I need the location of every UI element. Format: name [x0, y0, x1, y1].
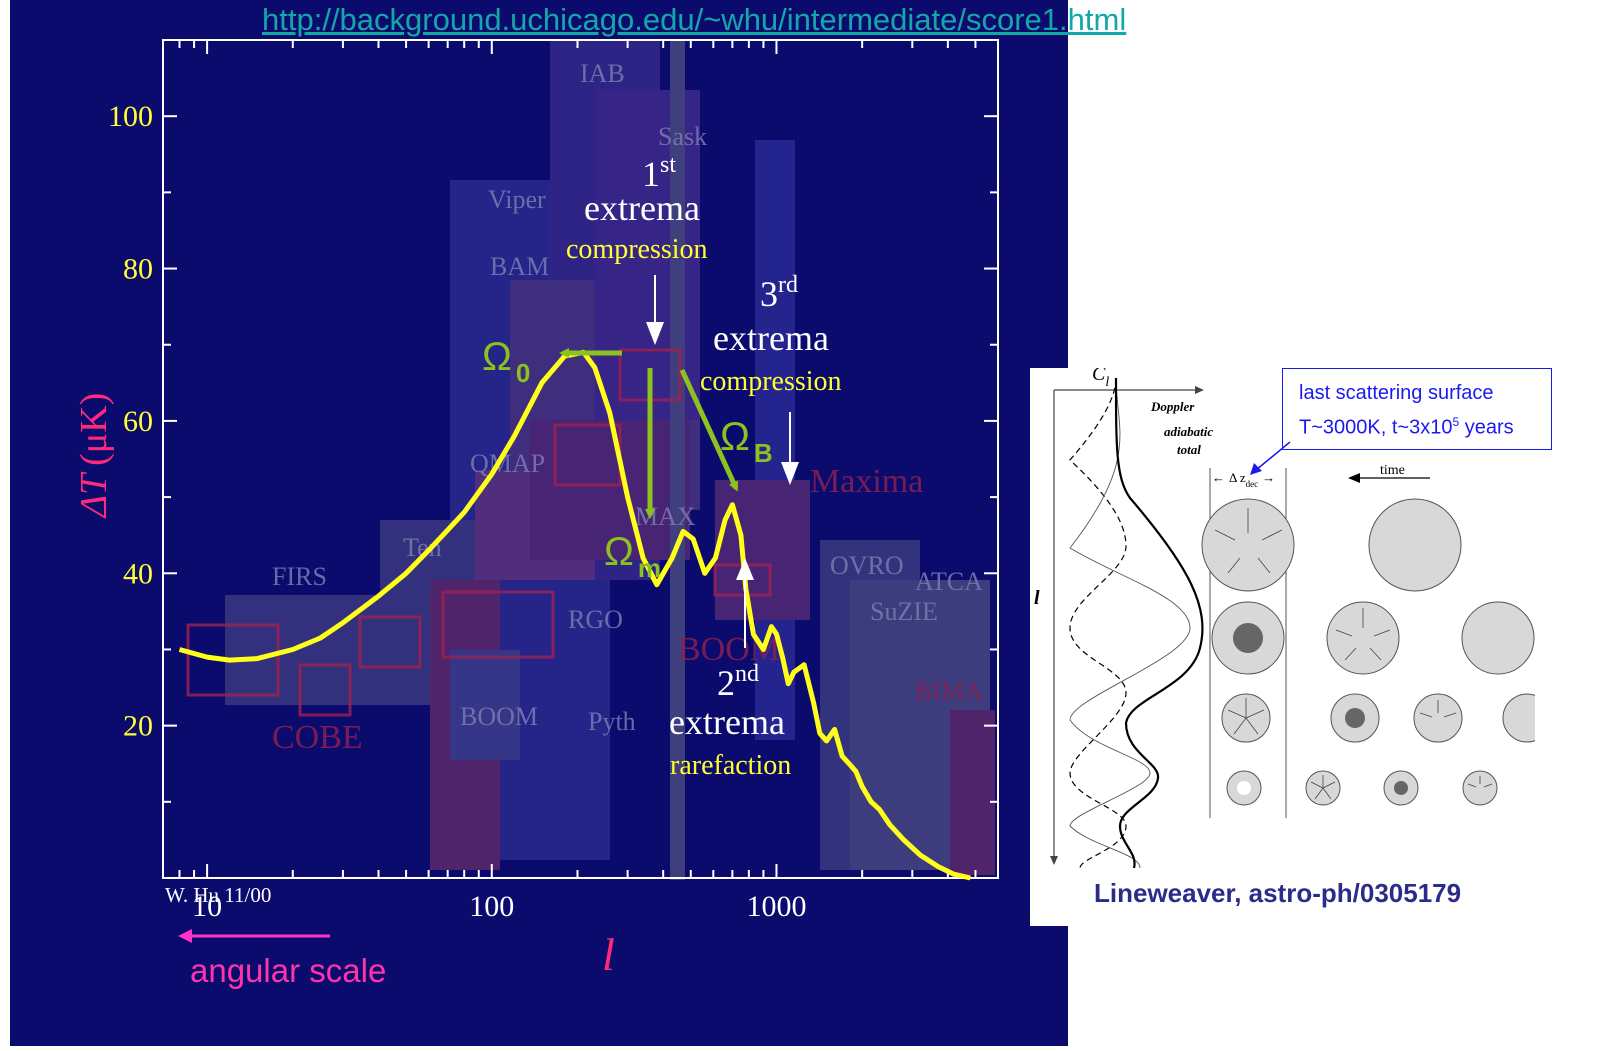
x-axis-label: l — [602, 929, 615, 980]
cmb-power-spectrum-panel: IAB Sask Viper BAM QMAP FIRS Ten RGO BOOM Pyth COB… — [10, 0, 1068, 1046]
first-extrema-arrowhead — [646, 322, 664, 345]
y-tick-label: 60 — [123, 405, 153, 438]
oscillation-circle — [1502, 693, 1552, 743]
third-extrema-kind: compression — [700, 366, 842, 397]
experiment-label: OVRO — [830, 551, 904, 580]
plot-frame — [162, 39, 999, 879]
oscillation-circle — [1413, 693, 1463, 743]
x-tick-labels: 10 100 1000 — [192, 890, 806, 923]
omegab-arrow — [679, 368, 739, 492]
first-extrema-num: 1st — [642, 152, 676, 194]
second-extrema-word: extrema — [669, 702, 785, 742]
third-extrema-num: 3rd — [760, 272, 798, 314]
experiment-label: MAX — [635, 502, 696, 531]
y-tick-label: 100 — [108, 100, 153, 133]
second-extrema-kind: rarefaction — [670, 750, 791, 781]
cl-axis-label: Cl — [1092, 368, 1109, 390]
total-curve — [1114, 377, 1204, 869]
y-tick-label: 80 — [123, 253, 153, 286]
doppler-curve — [1069, 377, 1127, 869]
experiment-label: Maxima — [810, 463, 923, 500]
experiment-label: Pyth — [588, 707, 636, 736]
experiment-label: SuZIE — [870, 597, 938, 626]
oscillation-core — [1345, 708, 1365, 728]
experiment-label: Sask — [658, 122, 707, 151]
experiment-label: BIMA — [915, 677, 983, 706]
oscillation-core — [1237, 781, 1251, 795]
experiment-label: IAB — [580, 59, 625, 88]
cl-axis-arrowhead — [1195, 386, 1204, 394]
time-arrowhead — [1348, 473, 1360, 483]
last-scattering-callout: last scattering surface T~3000K, t~3x105… — [1282, 368, 1552, 450]
lss-details-tail: years — [1459, 416, 1514, 439]
oscillation-core — [1394, 781, 1408, 795]
l-axis-arrowhead — [1050, 856, 1058, 865]
third-extrema-word: extrema — [713, 318, 829, 358]
x-tick-label: 100 — [469, 890, 514, 923]
doppler-label: Doppler — [1150, 399, 1195, 414]
adiabatic-curve — [1069, 377, 1191, 869]
oscillation-circle — [1461, 601, 1535, 675]
y-axis-label: ΔT(μK) — [73, 393, 115, 520]
experiment-label: RGO — [568, 605, 623, 634]
x-tick-label: 1000 — [746, 890, 806, 923]
l-axis-label: l — [1034, 587, 1040, 609]
x-tick-label: 10 — [192, 890, 222, 923]
experiment-label: FIRS — [272, 562, 327, 591]
oscillation-core — [1233, 623, 1263, 653]
lss-details-exponent: 5 — [1452, 415, 1460, 429]
adiabatic-label: adiabatic — [1164, 424, 1213, 439]
experiment-label: BOOM — [460, 702, 538, 731]
total-label: total — [1177, 442, 1201, 457]
acoustic-oscillation-diagram: Cl l Doppler adiabatic total ← Δ zdec → ti… — [1030, 363, 1552, 926]
callout-pointer — [1250, 441, 1291, 475]
first-extrema-kind: compression — [566, 234, 708, 265]
y-tick-labels: 20 40 60 80 100 — [108, 100, 153, 742]
time-label: time — [1380, 463, 1405, 478]
experiment-label: COBE — [272, 719, 363, 756]
diagram-svg: Cl l Doppler adiabatic total ← Δ zdec → ti… — [1034, 363, 1552, 869]
second-extrema-arrowhead — [736, 558, 754, 580]
oscillation-circle — [1462, 770, 1498, 806]
dz-label: ← Δ zdec → — [1212, 470, 1275, 489]
angular-scale-label: angular scale — [190, 952, 386, 989]
experiment-label: BAM — [490, 252, 549, 281]
oscillation-circle — [1201, 498, 1295, 592]
credit-corner: W. Hu 11/00 — [165, 883, 271, 907]
first-extrema-word: extrema — [584, 188, 700, 228]
third-extrema-arrowhead — [781, 462, 799, 485]
y-tick-label: 20 — [123, 710, 153, 743]
lss-title: last scattering surface — [1299, 382, 1494, 404]
credit-citation: Lineweaver, astro-ph/0305179 — [1094, 878, 1462, 908]
angular-scale-arrowhead — [178, 929, 192, 943]
experiment-label: Viper — [488, 185, 546, 214]
lss-details: T~3000K, t~3x105 years — [1299, 415, 1514, 440]
axis-ticks — [162, 39, 999, 878]
y-tick-label: 40 — [123, 557, 153, 590]
second-extrema-num: 2nd — [717, 661, 759, 703]
power-spectrum-curve — [178, 349, 971, 881]
experiment-label: ATCA — [915, 567, 983, 596]
compression-arrows — [1214, 508, 1493, 800]
source-url-link[interactable]: http://background.uchicago.edu/~whu/inte… — [262, 2, 1127, 37]
oscillation-circle — [1326, 601, 1400, 675]
oscillation-circle — [1368, 498, 1462, 592]
lss-details-text: T~3000K, t~3x10 — [1299, 416, 1453, 439]
experiment-label: QMAP — [470, 449, 545, 478]
